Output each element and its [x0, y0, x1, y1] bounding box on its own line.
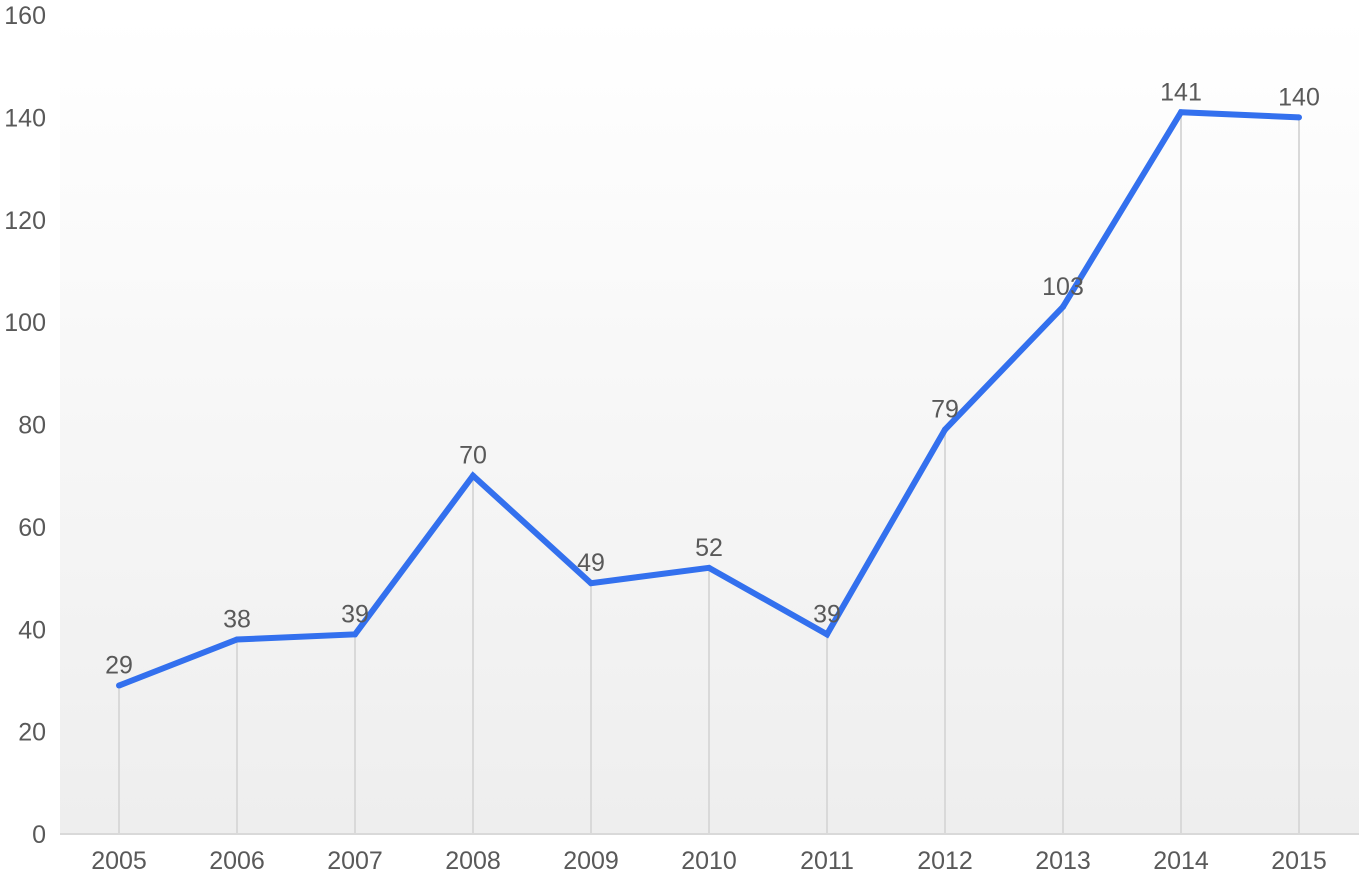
data-point	[352, 631, 358, 638]
x-tick-label: 2006	[209, 847, 265, 875]
data-label: 38	[223, 605, 251, 633]
data-label: 141	[1160, 78, 1202, 106]
data-label: 52	[695, 534, 723, 562]
y-tick-label: 160	[4, 2, 46, 30]
y-tick-label: 100	[4, 309, 46, 337]
data-label: 39	[813, 600, 841, 628]
data-point	[116, 682, 122, 689]
series-line-group	[116, 109, 1302, 689]
drop-lines	[118, 112, 1300, 834]
x-tick-label: 2015	[1271, 847, 1327, 875]
data-point	[470, 472, 476, 479]
x-tick-label: 2008	[445, 847, 501, 875]
data-label: 39	[341, 600, 369, 628]
data-point	[588, 580, 594, 587]
y-tick-label: 0	[32, 821, 46, 849]
data-label: 140	[1278, 83, 1320, 111]
data-point	[824, 631, 830, 638]
data-label: 49	[577, 549, 605, 577]
data-point	[1178, 109, 1184, 116]
data-point	[706, 564, 712, 571]
x-tick-label: 2010	[681, 847, 737, 875]
data-point	[942, 426, 948, 433]
data-label: 70	[459, 442, 487, 470]
data-label: 103	[1042, 273, 1084, 301]
x-tick-label: 2011	[800, 847, 854, 875]
data-label: 29	[105, 652, 133, 680]
y-tick-label: 60	[18, 514, 46, 542]
y-tick-label: 20	[18, 719, 46, 747]
x-tick-label: 2005	[91, 847, 147, 875]
y-tick-label: 140	[4, 104, 46, 132]
x-axis-tick-labels: 2005 2006 2007 2008 2009 2010 2011 2012 2013 2014…	[91, 847, 1327, 875]
data-labels: 29 38 39 70 49 52 39 79 103 141 140	[105, 78, 1320, 679]
x-tick-label: 2009	[563, 847, 619, 875]
data-label: 79	[931, 396, 959, 424]
y-axis-tick-labels: 0 20 40 60 80 100 120 140 160	[4, 2, 46, 849]
x-tick-label: 2014	[1153, 847, 1209, 875]
y-tick-label: 80	[18, 412, 46, 440]
data-point	[234, 636, 240, 643]
x-tick-label: 2007	[327, 847, 383, 875]
y-tick-label: 40	[18, 616, 46, 644]
y-tick-label: 120	[4, 207, 46, 235]
data-point	[1060, 303, 1066, 310]
data-point	[1296, 114, 1302, 121]
x-tick-label: 2012	[917, 847, 973, 875]
x-tick-label: 2013	[1035, 847, 1091, 875]
